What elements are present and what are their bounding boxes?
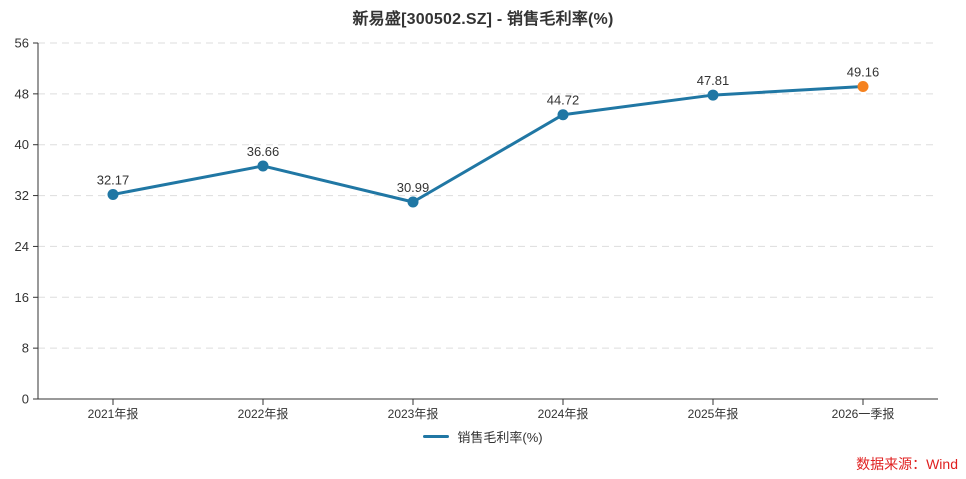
y-tick-label: 16	[15, 290, 29, 305]
data-point[interactable]	[257, 160, 269, 172]
legend-item-gross-margin[interactable]: 销售毛利率(%)	[0, 425, 966, 447]
data-point-label: 44.72	[547, 93, 580, 108]
y-tick-label: 48	[15, 86, 29, 101]
line-chart-plot: 0 8 16 24 32 40 48 56 2021年报 2022年报 2023年报 2024年报 20…	[15, 36, 938, 420]
data-source: 数据来源：Wind	[856, 456, 958, 472]
x-tick-label: 2022年报	[238, 406, 289, 420]
x-tick-label: 2026一季报	[832, 406, 895, 420]
y-tick-label: 8	[22, 341, 29, 356]
y-tick-label: 40	[15, 137, 29, 152]
legend-line-swatch	[423, 434, 450, 438]
y-tick-label: 24	[15, 239, 29, 254]
x-tick-label: 2025年报	[688, 406, 739, 420]
data-point[interactable]	[707, 89, 719, 101]
data-point-label: 32.17	[97, 172, 130, 187]
data-point[interactable]	[407, 196, 419, 208]
data-point[interactable]	[107, 188, 119, 200]
data-point-label: 36.66	[247, 144, 280, 159]
x-tick-label: 2024年报	[538, 406, 589, 420]
series-line-gross-margin	[111, 84, 865, 204]
data-point-label: 47.81	[697, 73, 730, 88]
data-point-label: 49.16	[847, 64, 880, 79]
y-tick-label: 0	[22, 392, 29, 407]
x-tick-label: 2023年报	[388, 406, 439, 420]
x-tick-label: 2021年报	[88, 406, 139, 420]
chart-title: 新易盛[300502.SZ] - 销售毛利率(%)	[352, 11, 614, 28]
y-tick-label: 32	[15, 188, 29, 203]
data-point[interactable]	[857, 80, 869, 92]
data-point[interactable]	[557, 109, 569, 121]
data-point-label: 30.99	[397, 180, 430, 195]
y-tick-label: 56	[15, 36, 29, 51]
legend-label: 销售毛利率(%)	[457, 429, 543, 445]
